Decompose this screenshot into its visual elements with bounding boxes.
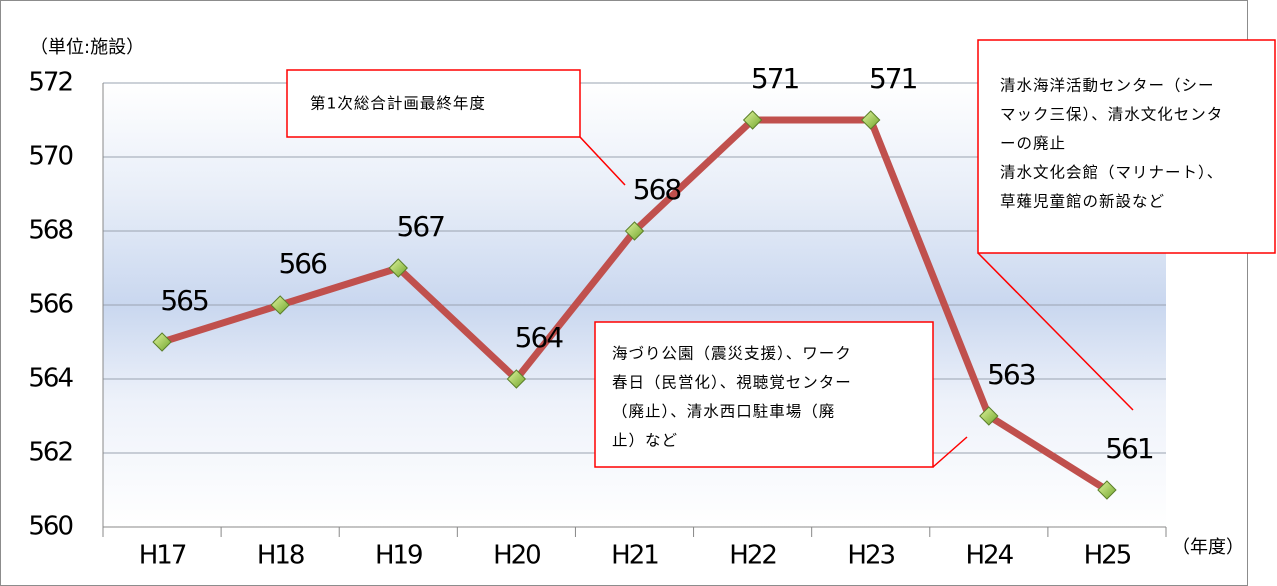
- marker: [979, 406, 999, 426]
- callout-leader: [579, 136, 626, 186]
- data-label: 568: [633, 173, 681, 206]
- data-label: 567: [397, 210, 445, 243]
- y-tick-label: 560: [28, 512, 72, 542]
- callout-text: 春日（民営化）、視聴覚センター: [612, 374, 852, 392]
- callout-text: 海づり公園（震災支援）、ワーク: [612, 345, 852, 363]
- x-tick-label: H24: [966, 541, 1014, 571]
- marker: [1097, 480, 1117, 500]
- data-label: 564: [515, 321, 564, 354]
- unit-label: （単位:施設）: [30, 37, 144, 58]
- callout-leader: [977, 252, 1134, 411]
- y-tick-label: 566: [28, 290, 72, 320]
- y-tick-label: 564: [28, 364, 73, 394]
- x-tick-label: H21: [611, 541, 658, 571]
- x-tick-label: H25: [1084, 541, 1131, 571]
- callout-text: 清水海洋活動センター（シー: [1000, 77, 1215, 95]
- callout-text: ーの廃止: [1000, 135, 1066, 153]
- x-tick-label: H19: [375, 541, 422, 571]
- callout-text: マック三保）、清水文化センタ: [1000, 106, 1223, 124]
- y-tick-label: 570: [28, 142, 72, 172]
- x-tick-label: H23: [847, 541, 894, 571]
- marker: [270, 295, 290, 315]
- marker: [388, 258, 408, 278]
- data-label: 571: [869, 62, 917, 95]
- data-label: 563: [987, 358, 1035, 391]
- callout-box: [286, 69, 581, 138]
- callout-text: 止）など: [612, 432, 678, 450]
- data-label: 571: [751, 62, 799, 95]
- y-tick-label: 562: [28, 438, 72, 468]
- marker: [861, 110, 881, 130]
- callout-text: 清水文化会館（マリナート）、: [1000, 164, 1223, 182]
- x-tick-label: H17: [139, 541, 186, 571]
- x-tick-label: H18: [257, 541, 304, 571]
- callout-text: 草薙児童館の新設など: [1000, 192, 1165, 211]
- callout-text: 第1次総合計画最終年度: [310, 95, 486, 113]
- marker: [624, 221, 645, 241]
- data-label: 565: [160, 284, 208, 317]
- marker: [152, 332, 172, 352]
- callout-text: （廃止）、清水西口駐車場（廃: [612, 403, 835, 421]
- callout-box: [594, 321, 934, 468]
- marker: [506, 369, 527, 389]
- callout-leader: [932, 436, 968, 468]
- x-tick-label: H22: [729, 541, 776, 571]
- data-label: 566: [278, 247, 327, 280]
- y-tick-label: 568: [28, 216, 72, 246]
- x-tick-label: H20: [493, 541, 540, 571]
- marker: [742, 110, 763, 130]
- y-tick-label: 572: [28, 68, 72, 98]
- x-axis-label: （年度）: [1172, 537, 1244, 558]
- callout-box: [977, 39, 1276, 254]
- data-label: 561: [1105, 432, 1153, 465]
